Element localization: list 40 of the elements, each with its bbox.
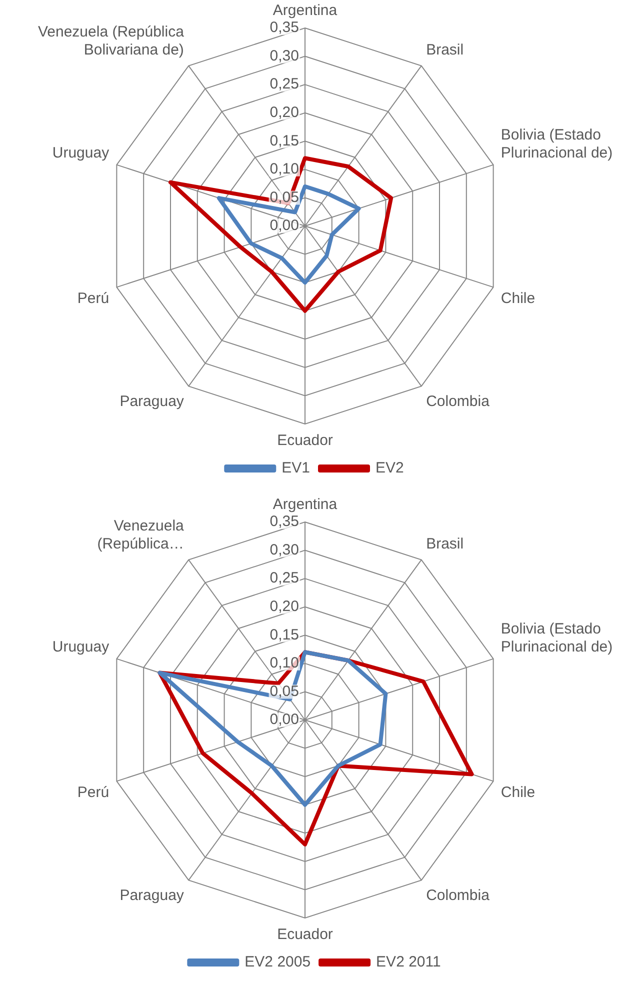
legend-label: EV2 2005 xyxy=(244,954,311,971)
y-tick-label: 0,10 xyxy=(270,160,299,178)
y-tick-label: 0,35 xyxy=(270,19,299,36)
legend-label: EV2 xyxy=(376,460,404,477)
spoke-label: Perú xyxy=(77,784,110,801)
spoke-label: Colombia xyxy=(426,886,490,904)
spoke-label: Ecuador xyxy=(277,432,333,450)
spoke-label: Brasil xyxy=(426,535,464,552)
legend-label: EV2 2011 xyxy=(376,954,441,971)
spoke-label: Argentina xyxy=(272,496,338,514)
legend-label: EV1 xyxy=(282,460,310,477)
y-tick-label: 0,20 xyxy=(270,598,299,615)
y-tick-label: 0,35 xyxy=(270,513,299,530)
spoke-label: Argentina xyxy=(272,2,338,20)
spoke-label: Brasil xyxy=(426,41,464,58)
y-tick-label: 0,15 xyxy=(270,626,299,644)
spoke-label: Paraguay xyxy=(120,392,184,410)
spoke-label: Bolivia (Estado Plurinacional de) xyxy=(500,620,613,656)
spoke-label: Ecuador xyxy=(277,926,333,944)
y-tick-label: 0,05 xyxy=(270,188,299,206)
y-tick-label: 0,25 xyxy=(270,570,299,587)
spoke-label: Colombia xyxy=(426,392,490,410)
spoke-label: Chile xyxy=(500,784,536,801)
spoke-label: Uruguay xyxy=(52,144,110,162)
y-tick-label: 0,20 xyxy=(270,104,299,121)
y-tick-label: 0,30 xyxy=(270,47,299,64)
y-tick-label: 0,00 xyxy=(270,217,299,234)
y-tick-label: 0,05 xyxy=(270,682,299,700)
spoke-label: Venezuela (República… xyxy=(97,517,185,552)
y-tick-label: 0,15 xyxy=(270,132,299,150)
y-tick-label: 0,00 xyxy=(270,711,299,728)
spoke-label: Paraguay xyxy=(120,886,184,904)
y-tick-label: 0,30 xyxy=(270,541,299,558)
spoke-label: Bolivia (Estado Plurinacional de) xyxy=(500,126,613,162)
y-tick-label: 0,10 xyxy=(270,654,299,672)
spoke-label: Uruguay xyxy=(52,638,110,656)
y-tick-label: 0,25 xyxy=(270,76,299,93)
spoke-label: Chile xyxy=(500,290,536,307)
spoke-label: Perú xyxy=(77,290,110,307)
spoke-label: Venezuela (República Bolivariana de) xyxy=(38,23,185,58)
